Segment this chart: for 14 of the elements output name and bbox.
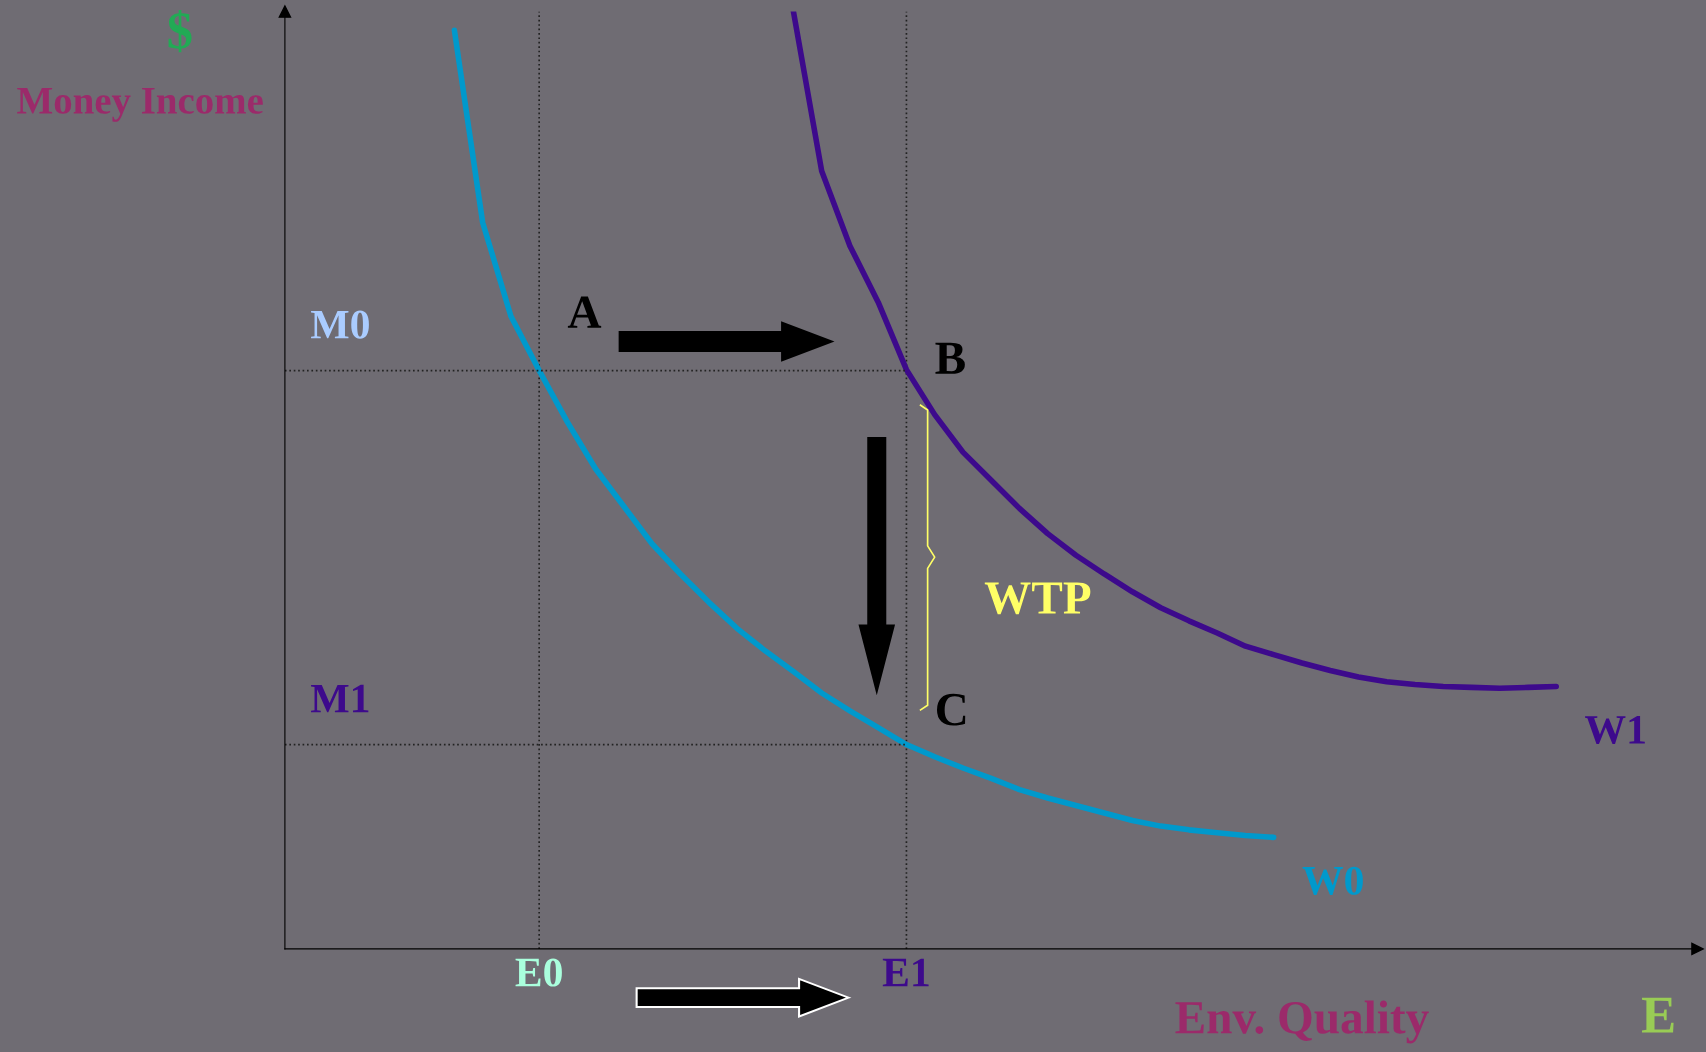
series-label: W0 <box>1302 866 1363 896</box>
x-tick-label: E0 <box>515 958 562 987</box>
text: E <box>1641 997 1674 1033</box>
x-tick-label: E1 <box>882 958 929 987</box>
ref-line-label: M1 <box>311 684 369 713</box>
text: $ <box>168 9 192 53</box>
annotation: WTP <box>984 582 1091 615</box>
annotation: B <box>935 342 965 374</box>
series-label: W1 <box>1585 715 1645 745</box>
ref-line-label: M0 <box>311 310 369 339</box>
x-axis-title: Env. Quality <box>1175 1000 1429 1044</box>
annotation: A <box>567 296 602 328</box>
annotation: C <box>936 693 966 726</box>
y-axis-title: Money Income <box>17 87 263 122</box>
